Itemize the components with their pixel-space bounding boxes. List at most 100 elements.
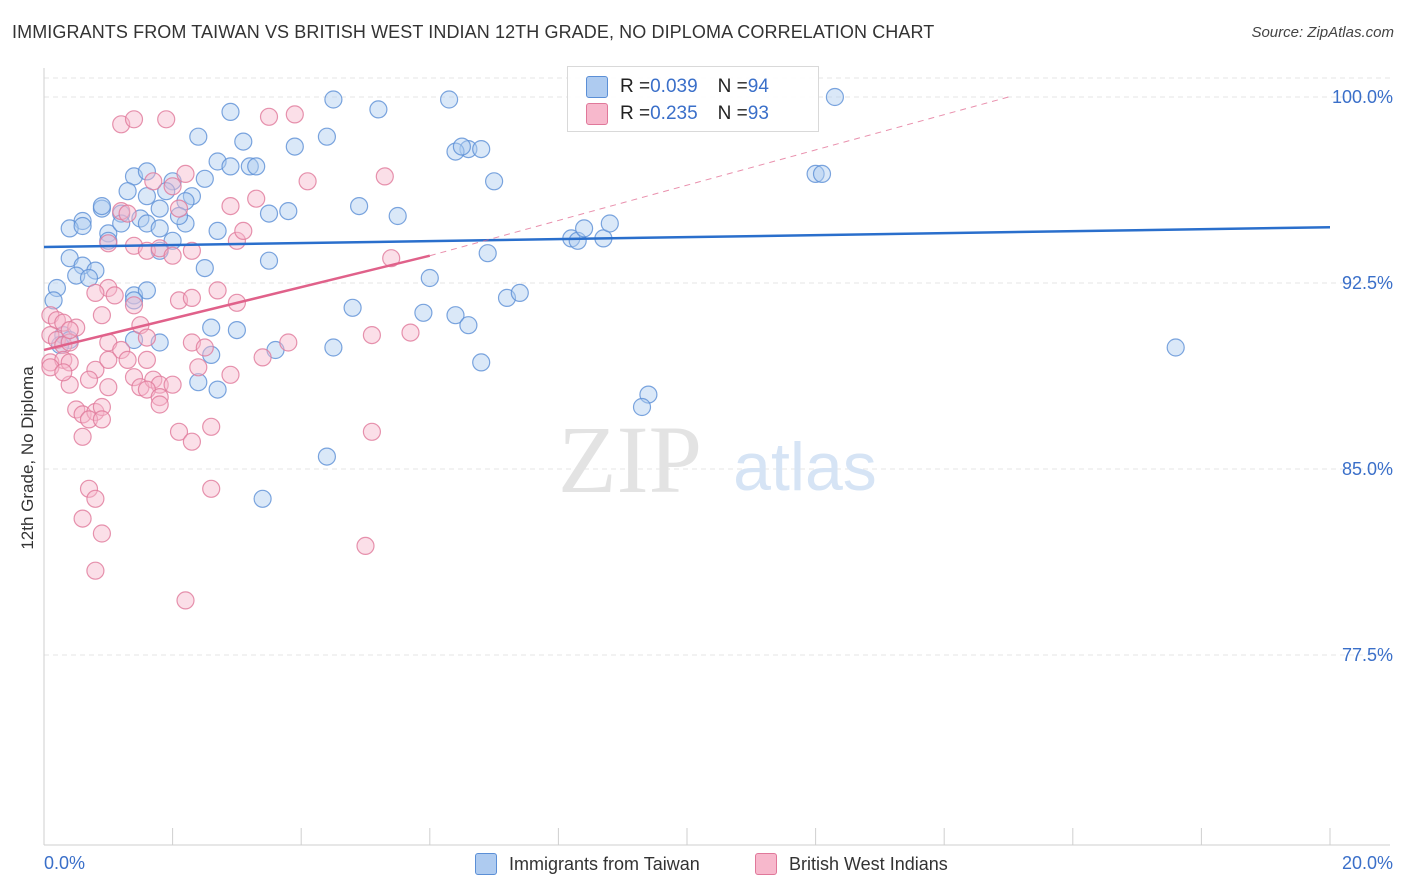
bwi-point — [118, 350, 137, 369]
chart-title: IMMIGRANTS FROM TAIWAN VS BRITISH WEST I… — [12, 22, 935, 42]
bwi-point — [382, 249, 401, 268]
legend-label-bwi: British West Indians — [789, 853, 948, 874]
taiwan-point — [137, 162, 156, 181]
taiwan-point — [208, 221, 227, 240]
taiwan-point — [240, 157, 259, 176]
taiwan-point — [195, 259, 214, 278]
bwi-point — [279, 333, 298, 352]
legend-swatch-bwi — [755, 853, 777, 875]
taiwan-point — [317, 447, 336, 466]
taiwan-point — [150, 219, 169, 238]
bwi-point — [92, 524, 112, 543]
taiwan-point — [86, 261, 105, 280]
correlation-legend: R = 0.039 N = 94 R = 0.235 N = 93 — [567, 66, 819, 132]
watermark-atlas: atlas — [733, 429, 877, 505]
bwi-point — [124, 368, 144, 387]
bwi-point — [92, 397, 112, 417]
bwi-point — [253, 348, 272, 367]
bwi-point — [362, 422, 381, 441]
legend-label-taiwan: Immigrants from Taiwan — [509, 853, 700, 874]
bwi-point — [208, 281, 227, 300]
bwi-point — [221, 197, 240, 216]
taiwan-point — [208, 380, 227, 399]
taiwan-point — [459, 316, 478, 335]
taiwan-point — [259, 204, 279, 223]
series-legend: Immigrants from Taiwan British West Indi… — [0, 850, 1406, 878]
bwi-point — [234, 221, 253, 240]
chart-source: Source: ZipAtlas.com — [1251, 24, 1394, 41]
taiwan-point — [99, 224, 118, 243]
points-layer — [41, 87, 1185, 610]
taiwan-point — [324, 90, 343, 109]
watermark: ZIP atlas — [558, 406, 877, 513]
legend-swatch-taiwan — [475, 853, 497, 875]
bwi-point — [79, 410, 99, 429]
bwi-point — [163, 246, 182, 265]
taiwan-point — [227, 321, 246, 340]
legend-n-label: N = — [717, 103, 748, 124]
legend-r-value: 0.235 — [650, 103, 698, 124]
taiwan-point — [202, 345, 221, 364]
taiwan-point — [285, 137, 304, 156]
bwi-point — [182, 432, 201, 451]
bwi-point — [202, 479, 221, 498]
taiwan-point — [176, 214, 195, 233]
legend-r-label: R = — [620, 103, 651, 124]
legend-swatch-bwi — [586, 103, 608, 125]
taiwan-point — [414, 303, 433, 322]
bwi-point — [86, 283, 105, 302]
bwi-point — [112, 340, 131, 360]
bwi-point — [169, 199, 189, 218]
bwi-point — [176, 591, 195, 610]
taiwan-point — [118, 182, 137, 201]
taiwan-point — [812, 164, 832, 183]
x-tick-label: 20.0% — [1342, 853, 1393, 873]
bwi-point — [362, 326, 381, 345]
bwi-point — [356, 536, 375, 556]
bwi-point — [144, 172, 163, 191]
legend-item-bwi[interactable]: British West Indians — [755, 850, 948, 878]
taiwan-point — [343, 298, 362, 317]
bwi-point — [124, 110, 144, 129]
taiwan-point — [221, 102, 240, 122]
taiwan-point — [485, 172, 504, 191]
bwi-point — [79, 370, 99, 389]
bwi-point — [92, 410, 112, 429]
bwi-point — [176, 164, 195, 183]
bwi-point — [221, 365, 240, 384]
bwi-point — [99, 234, 118, 253]
taiwan-point — [221, 157, 240, 176]
label-layer: 77.5% 85.0% 92.5% 100.0% 0.0% 20.0% 12th Grade… — [18, 87, 1393, 873]
taiwan-point — [202, 318, 221, 337]
taiwan-point — [388, 206, 407, 226]
taiwan-point — [112, 214, 131, 233]
taiwan-point — [440, 90, 459, 109]
y-tick-label: 100.0% — [1332, 87, 1393, 107]
taiwan-point — [1166, 338, 1185, 357]
taiwan-point — [420, 268, 439, 288]
bwi-point — [195, 338, 214, 357]
taiwan-point — [150, 199, 169, 218]
taiwan-point — [124, 291, 144, 310]
taiwan-point — [472, 353, 491, 372]
taiwan-point — [247, 157, 266, 176]
bwi-point — [137, 328, 156, 347]
axis-layer — [43, 68, 1390, 846]
taiwan-point — [44, 291, 63, 310]
legend-item-taiwan[interactable]: Immigrants from Taiwan — [475, 850, 700, 878]
bwi-point — [169, 422, 189, 441]
legend-n-value: 94 — [747, 76, 769, 97]
bwi-point — [150, 388, 169, 407]
taiwan-point — [574, 219, 594, 238]
bwi-point — [79, 479, 99, 498]
bwi-point — [375, 167, 394, 186]
taiwan-point — [189, 373, 208, 392]
bwi-point — [124, 296, 144, 315]
bwi-point — [202, 417, 221, 436]
taiwan-point — [92, 197, 112, 216]
taiwan-point — [195, 169, 214, 188]
legend-row-bwi: R = 0.235 N = 93 — [586, 101, 769, 127]
bwi-point — [163, 177, 182, 196]
legend-n-value: 93 — [747, 103, 769, 124]
